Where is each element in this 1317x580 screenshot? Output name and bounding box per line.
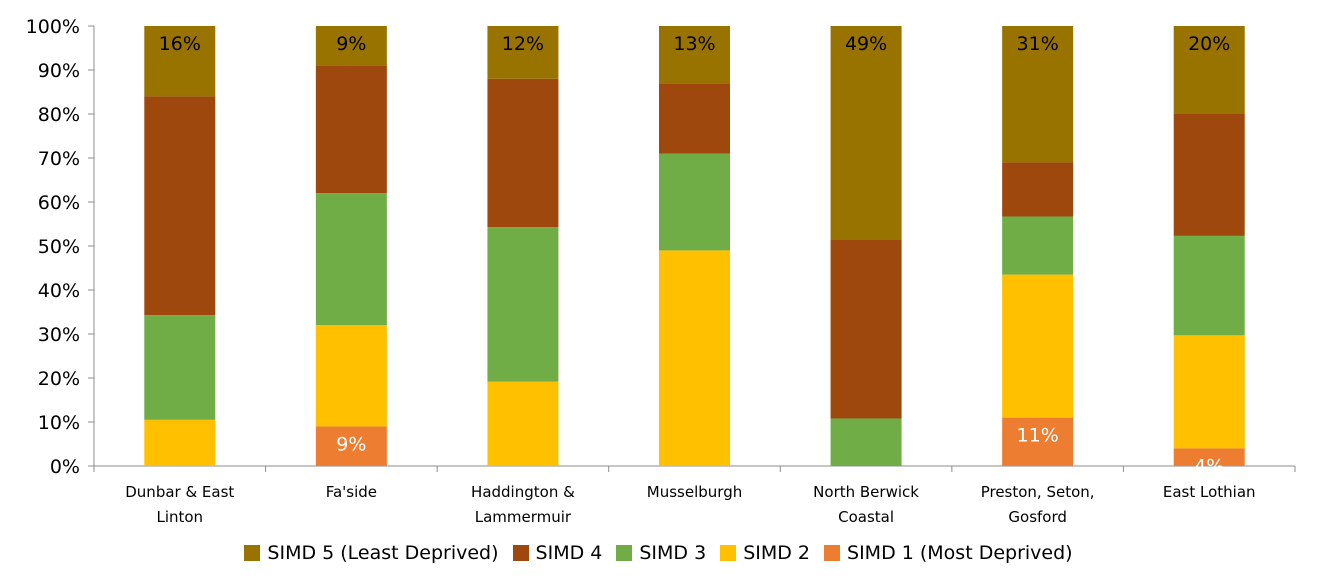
legend-label: SIMD 4 [535,542,603,564]
bar-segment [659,26,730,84]
bar-segment [659,83,730,154]
bar-segment [1002,216,1074,275]
legend-label: SIMD 3 [639,542,707,564]
bar-segment [1173,114,1245,236]
bar-segment [487,26,559,79]
bar-segment [144,26,216,97]
legend-item: SIMD 4 [512,542,603,564]
bar-segment [487,227,559,382]
y-tick-label: 100% [26,16,80,38]
y-tick-label: 80% [38,104,80,126]
x-category-label: Coastal [838,508,894,526]
x-category-label: Haddington & [471,483,575,501]
bar-segment [144,315,216,420]
legend-label: SIMD 1 (Most Deprived) [847,542,1073,564]
data-label: 9% [336,433,366,455]
data-label: 16% [159,33,201,55]
x-category-label: Fa'side [326,483,377,501]
y-tick-label: 20% [38,368,80,390]
x-category-label: Gosford [1008,508,1067,526]
data-label: 9% [336,33,366,55]
legend-item: SIMD 1 (Most Deprived) [824,542,1073,564]
bar-segment [144,96,216,316]
stacked-bar-chart: 0% 10% 20% 30% 40% 50% 60% 70% 80% 90% 100% 16% Dunb… [26,16,1296,526]
bar-segment [659,153,730,251]
y-tick-label: 30% [38,324,80,346]
legend-swatch [244,545,261,561]
bar-segment [1173,335,1245,449]
y-tick-label: 70% [38,148,80,170]
legend-swatch [720,545,737,561]
bar-segment [487,381,559,466]
x-category-label: Preston, Seton, [981,483,1095,501]
x-category-label: Linton [156,508,203,526]
y-tick-label: 40% [38,280,80,302]
data-label: 13% [673,33,715,55]
data-label: 31% [1017,33,1059,55]
bar-segment [1002,26,1074,163]
x-category-label: North Berwick [813,483,919,501]
bar-segment [830,26,902,240]
y-tick-label: 50% [38,236,80,258]
bar-segment [830,239,902,419]
y-tick-label: 10% [38,412,80,434]
data-label: 4% [1194,455,1224,477]
y-tick-label: 60% [38,192,80,214]
legend-swatch [512,545,529,561]
bar-segment [1002,417,1074,466]
x-category-label: Musselburgh [647,483,742,501]
bar-segment [315,65,387,194]
y-tick-label: 0% [50,456,80,478]
y-tick-label: 90% [38,60,80,82]
legend-label: SIMD 2 [743,542,811,564]
bar-segment [315,325,387,427]
data-label: 12% [502,33,544,55]
data-label: 49% [845,33,887,55]
bar-segment [1173,26,1245,114]
bar-segment [1173,448,1245,466]
bar-segment [1002,162,1074,217]
data-label: 20% [1188,33,1230,55]
bar-segment [144,419,216,466]
bar-segment [315,193,387,326]
legend-swatch [824,545,841,561]
legend-label: SIMD 5 (Least Deprived) [267,542,499,564]
bar-segment [487,78,559,228]
legend-item: SIMD 5 (Least Deprived) [244,542,499,564]
bar-segment [315,26,387,66]
legend-item: SIMD 3 [616,542,706,564]
bar-segment [1173,235,1245,336]
x-category-label: Dunbar & East [125,483,234,501]
legend: SIMD 5 (Least Deprived) SIMD 4 SIMD 3 SIMD … [0,538,1317,568]
legend-swatch [616,545,633,561]
x-category-label: Lammermuir [475,508,572,526]
bar-segment [1002,274,1074,418]
legend-item: SIMD 2 [720,542,810,564]
bar-segment [315,426,387,466]
x-category-label: East Lothian [1163,483,1256,501]
data-label: 11% [1017,425,1059,447]
bar-segment [830,418,902,466]
bar-segment [659,250,730,466]
